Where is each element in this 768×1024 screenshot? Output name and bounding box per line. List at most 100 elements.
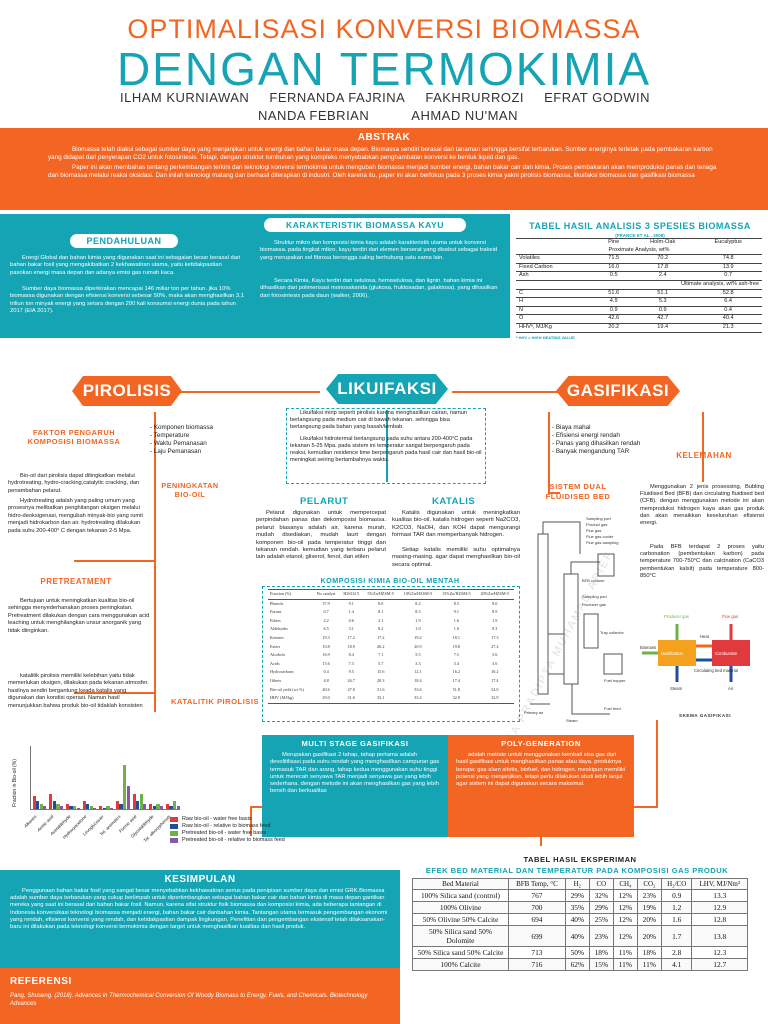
title-line1: OPTIMALISASI KONVERSI BIOMASSA: [127, 14, 641, 44]
bio-table-cell: 8.2: [378, 626, 384, 632]
chart-bar: [109, 807, 114, 809]
exp-table-cell: 40%: [564, 925, 590, 947]
exp-table-cell: 713: [508, 946, 566, 959]
prox-cell: Volatiles: [519, 255, 540, 262]
author-name: AHMAD NU'MAN: [411, 108, 518, 123]
prox-col: Holm-Oak: [650, 239, 676, 245]
exp-table-cell: 12%: [612, 901, 638, 914]
chart-bar: [152, 806, 156, 809]
bio-table-cell: 8.5: [453, 600, 459, 606]
exp-table-cell: 32%: [588, 889, 614, 902]
exp-table-cell: 20%: [636, 913, 662, 926]
chart-bar: [149, 803, 153, 809]
chart-bar: [36, 801, 40, 809]
pelarut-heading: PELARUT: [300, 496, 349, 507]
prox-cell: 0.7: [724, 272, 733, 279]
bio-table-cell: Ethers: [270, 617, 281, 623]
bio-table-cell: 51.8: [452, 686, 460, 692]
exp-table-cell: 12.8: [691, 913, 748, 926]
chart-bar: [102, 807, 106, 809]
connector-line: [154, 412, 156, 712]
scheme-label: Biomass: [640, 645, 656, 650]
exp-table-cell: 12%: [612, 925, 638, 947]
kesimpulan-text: Penggunaan bahan bakar fosil yang sangat…: [10, 888, 388, 931]
bio-table-cell: 8.0: [378, 600, 384, 606]
chart-bar: [123, 765, 127, 809]
bio-table-cell: 2.2: [323, 617, 329, 623]
pirolisis-p4: katalitik pirolisis memiliki kelebihan y…: [8, 673, 149, 709]
exp-table-cell: 11%: [636, 958, 662, 971]
author-name: FERNANDA FAJRINA: [269, 90, 406, 105]
pirolisis-p1: Bio-oil dari pirolisis dapat ditingkatka…: [8, 473, 140, 494]
bio-table-cell: 3.1: [348, 626, 354, 632]
karakteristik-heading: KARAKTERISTIK BIOMASSA KAYU: [285, 220, 444, 230]
connector-line: [548, 492, 560, 494]
exp-table-cell: 20%: [636, 925, 662, 947]
connector-line: [386, 410, 388, 482]
bio-table-cell: 20.3: [377, 677, 385, 683]
bio-table-cell: 26.2: [377, 643, 385, 649]
connector-line: [702, 412, 704, 482]
chart-bar: [89, 806, 93, 809]
author-name: FAKHRURROZI: [425, 90, 525, 105]
chart-bar: [106, 806, 110, 809]
exp-table-cell: 12%: [612, 913, 638, 926]
pirolisis-p3: Bertujuan untuk meningkatkan kualitas bi…: [8, 598, 150, 634]
prox-table-source: (FRANCE ET AL . 2009): [615, 233, 665, 238]
abstrak-p2: Paper ini akan membahas tentang perkemba…: [48, 164, 717, 179]
exp-table-cell: 50% Silica sand 50% Dolomite: [412, 925, 509, 947]
dfb-label: Producer gas: [582, 602, 606, 607]
kelemahan-heading: KELEMAHAN: [676, 451, 732, 460]
dfb-label: Flue gas sampling: [586, 540, 618, 545]
exp-table-header: H₂/CO: [660, 878, 693, 890]
chart-bar: [159, 806, 164, 809]
prox-table-heading: TABEL HASIL ANALISIS 3 SPESIES BIOMASSA: [529, 221, 751, 231]
prox-col: Pine: [608, 239, 620, 245]
prox-sub2: Ultimate analysis, wt% ash-free: [680, 280, 759, 287]
karakteristik-p2: Secara Kimia, Kayu terdiri dari selulosa…: [260, 278, 498, 299]
pretreatment-heading: PRETREATMENT: [40, 577, 112, 586]
prox-cell: 0.5: [609, 272, 618, 279]
bio-table-header: 15%Zn/HZSM-5: [442, 591, 471, 596]
bio-table-cell: 4.8: [323, 677, 329, 683]
bio-table-cell: Ketones: [270, 634, 284, 640]
chart-bar: [169, 806, 173, 809]
multistage-panel: MULTI STAGE GASIFIKASI Merupakan gasifik…: [262, 735, 448, 837]
bio-table-cell: 26.7: [347, 677, 355, 683]
chart-bar: [65, 803, 70, 809]
bio-table-cell: 32.9: [491, 695, 499, 701]
bio-table-cell: Acids: [270, 660, 280, 666]
chart-bar: [52, 801, 56, 809]
pirolisis-faktor-list: - Komponen biomassa - Temperature - Wakt…: [150, 424, 240, 456]
dfb-label: BFB cyclone: [582, 578, 605, 583]
bio-table-cell: 19.3: [322, 634, 330, 640]
bio-table-cell: 0.6: [348, 617, 354, 623]
bio-table-cell: 51.6: [377, 686, 385, 692]
scheme-label: Air: [728, 686, 734, 691]
chart-bar: [59, 806, 64, 809]
prox-cell: 5.3: [658, 298, 667, 305]
prox-cell: 16.0: [608, 263, 620, 270]
chart-bar: [143, 803, 147, 809]
exp-table-header: CO₂: [636, 878, 662, 890]
prox-cell: 0.9: [609, 306, 618, 313]
komposisi-heading: KOMPOSISI KIMIA BIO-OIL MENTAH: [320, 576, 460, 585]
bio-table-header: H2SO4 5: [343, 591, 360, 596]
exp-table-cell: 12.7: [691, 958, 748, 971]
bio-table-cell: 1.9: [492, 617, 498, 623]
bio-table-cell: 10.8: [322, 643, 330, 649]
dfb-label: Fuel hopper: [604, 678, 626, 683]
authors-row1: ILHAM KURNIAWAN FERNANDA FAJRINA FAKHRUR…: [120, 90, 650, 105]
likuifaksi-intro2: Likuifaksi hidrotermal berlangsung pada …: [290, 436, 482, 463]
chart-ylabel: Fraction in Bio-oil (%): [12, 759, 18, 807]
exp-table-cell: 2.8: [660, 946, 693, 959]
bio-table-cell: 17.4: [452, 677, 460, 683]
bio-oil-chart: Fraction in Bio-oil (%) Alkanes Acetic ac…: [6, 744, 256, 854]
exp-table-cell: 699: [508, 925, 566, 947]
bio-table-cell: 8.9: [492, 609, 498, 615]
bio-table-cell: 0.7: [323, 609, 329, 615]
scheme-label: Producer gas: [664, 614, 689, 619]
bio-table-cell: 53.6: [414, 686, 422, 692]
pirolisis-heading: PIROLISIS: [72, 376, 182, 406]
legend-item: Pretreated bio-oil - relative to biomass…: [170, 837, 290, 844]
